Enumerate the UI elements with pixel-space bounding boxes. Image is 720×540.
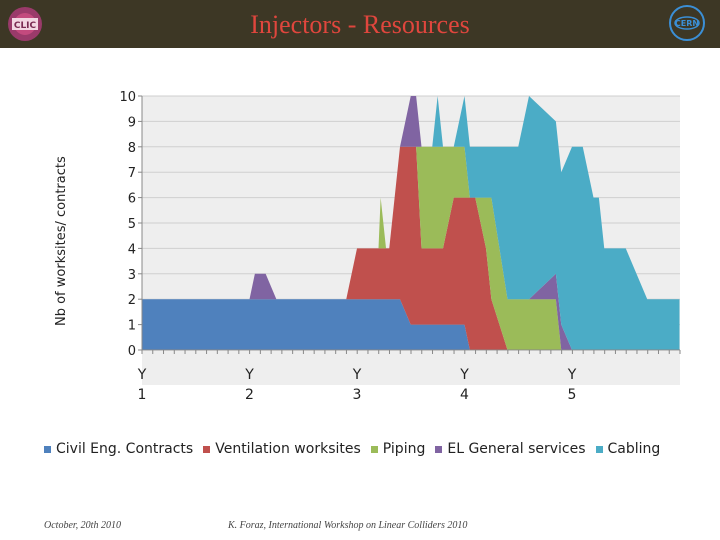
y-tick-label: 6 [128, 192, 136, 207]
x-tick-label: 2 [245, 387, 254, 403]
clic-logo-text: CLIC [14, 21, 37, 31]
legend-label: Cabling [607, 441, 661, 457]
y-tick-label: 9 [128, 115, 136, 130]
footer-date: October, 20th 2010 [44, 520, 121, 531]
x-axis-band [142, 351, 680, 385]
legend-item: EL General services [435, 441, 586, 457]
legend-item: Cabling [595, 441, 661, 457]
legend-item: Piping [370, 441, 426, 457]
slide-title: Injectors - Resources [250, 10, 470, 39]
y-tick-label: 7 [128, 166, 136, 181]
y-tick-label: 3 [128, 268, 136, 283]
x-tick-label: Y [459, 367, 469, 383]
y-tick-label: 8 [128, 141, 136, 156]
area-series-cabling [142, 96, 680, 350]
area-series-ventilation-worksites [142, 146, 680, 350]
legend-label: Civil Eng. Contracts [56, 441, 194, 457]
cern-logo-text: CERN [675, 19, 699, 28]
x-tick-label: Y [567, 367, 577, 383]
y-tick-label: 1 [128, 319, 136, 334]
x-tick-label: 3 [353, 387, 362, 403]
legend-label: Piping [382, 441, 426, 457]
x-tick-label: 1 [138, 387, 147, 403]
x-tick-label: Y [352, 367, 362, 383]
y-tick-label: 4 [128, 242, 136, 257]
cern-logo-icon: CERN [666, 2, 708, 44]
legend-label: Ventilation worksites [215, 441, 361, 457]
footer-citation: K. Foraz, International Workshop on Line… [228, 520, 468, 531]
x-tick-label: 5 [568, 387, 577, 403]
legend-swatch [44, 445, 51, 453]
legend-item: Ventilation worksites [203, 441, 361, 457]
y-tick-label: 0 [128, 344, 136, 359]
y-tick-label: 5 [128, 217, 136, 232]
legend-swatch [595, 445, 603, 453]
clic-logo-icon: CLIC [6, 4, 44, 44]
chart-legend: Civil Eng. Contracts Ventilation worksite… [44, 441, 670, 457]
y-axis-label: Nb of worksites/ contracts [54, 156, 69, 326]
y-tick-label: 10 [119, 90, 136, 105]
x-tick-label: 4 [460, 387, 469, 403]
legend-item: Civil Eng. Contracts [44, 441, 193, 457]
area-series-el-general-services [142, 96, 680, 350]
legend-swatch [435, 445, 443, 453]
legend-swatch [370, 445, 378, 453]
legend-label: EL General services [447, 441, 586, 457]
x-tick-label: Y [137, 367, 147, 383]
slide-header: CLIC Injectors - Resources CERN [0, 0, 720, 48]
y-tick-label: 2 [128, 293, 136, 308]
x-tick-label: Y [244, 367, 254, 383]
legend-swatch [203, 445, 211, 453]
